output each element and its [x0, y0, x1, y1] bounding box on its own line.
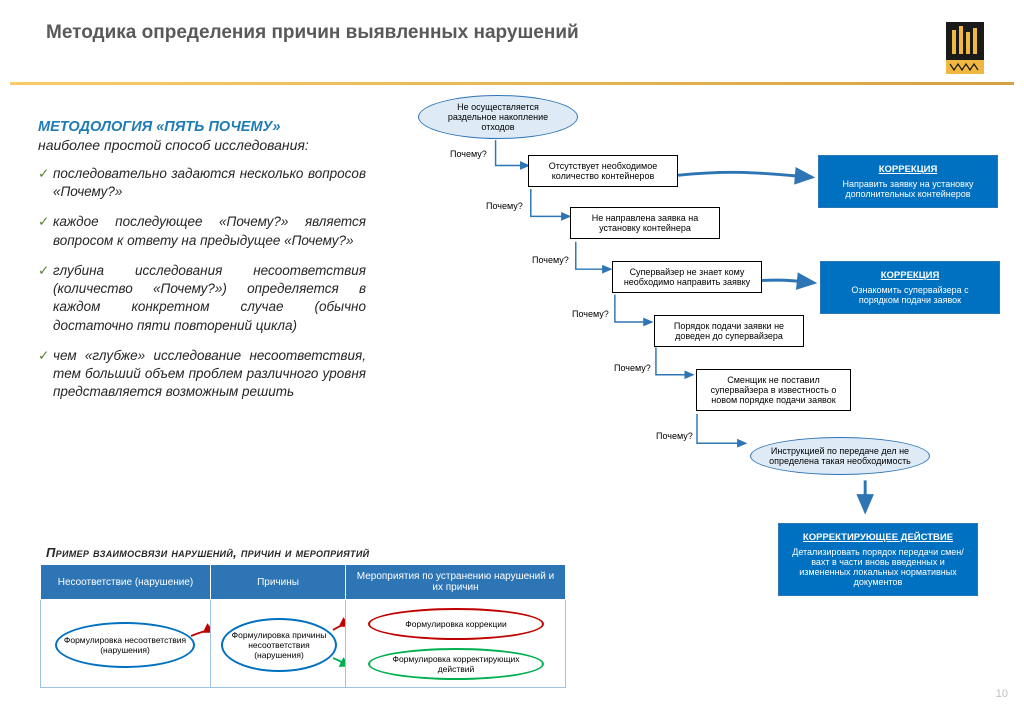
why-2: Почему?: [486, 201, 523, 211]
ellipse-4: Формулировка корректирующих действий: [368, 648, 544, 680]
step-5: Сменщик не поставил супервайзера в извес…: [696, 369, 851, 411]
method-title: МЕТОДОЛОГИЯ «ПЯТЬ ПОЧЕМУ»: [38, 119, 366, 135]
why-5: Почему?: [614, 363, 651, 373]
correction-3: КОРРЕКТИРУЮЩЕЕ ДЕЙСТВИЕ Детализировать п…: [778, 523, 978, 596]
correction-1: КОРРЕКЦИЯ Направить заявку на установку …: [818, 155, 998, 208]
step-2: Не направлена заявка на установку контей…: [570, 207, 720, 239]
bullet-4: чем «глубже» исследование несоответствия…: [38, 347, 366, 402]
why-4: Почему?: [572, 309, 609, 319]
start-node: Не осуществляется раздельное накопление …: [418, 95, 578, 139]
correction-1-title: КОРРЕКЦИЯ: [829, 164, 987, 175]
divider: [10, 82, 1014, 85]
ellipse-2: Формулировка причины несоответствия (нар…: [221, 618, 337, 672]
correction-1-text: Направить заявку на установку дополнител…: [842, 179, 973, 199]
th-3: Мероприятия по устранению нарушений и их…: [346, 565, 566, 600]
why-3: Почему?: [532, 255, 569, 265]
td-3: Формулировка коррекции Формулировка корр…: [346, 600, 566, 688]
correction-3-title: КОРРЕКТИРУЮЩЕЕ ДЕЙСТВИЕ: [789, 532, 967, 543]
step-4: Порядок подачи заявки не доведен до супе…: [654, 315, 804, 347]
td-1: Формулировка несоответствия (нарушения): [41, 600, 211, 688]
step-3: Супервайзер не знает кому необходимо нап…: [612, 261, 762, 293]
correction-2-text: Ознакомить супервайзера с порядком подач…: [851, 285, 968, 305]
intro: наиболее простой способ исследования:: [38, 137, 366, 153]
ellipse-3: Формулировка коррекции: [368, 608, 544, 640]
bullet-2: каждое последующее «Почему?» является во…: [38, 213, 366, 249]
why-1: Почему?: [450, 149, 487, 159]
correction-2: КОРРЕКЦИЯ Ознакомить супервайзера с поря…: [820, 261, 1000, 314]
page-number: 10: [996, 688, 1008, 700]
page-title: Методика определения причин выявленных н…: [46, 22, 579, 44]
methodology-text: МЕТОДОЛОГИЯ «ПЯТЬ ПОЧЕМУ» наиболее прост…: [8, 101, 378, 541]
end-node: Инструкцией по передаче дел не определен…: [750, 437, 930, 475]
correction-2-title: КОРРЕКЦИЯ: [831, 270, 989, 281]
why-6: Почему?: [656, 431, 693, 441]
bullet-3: глубина исследования несоответствия (кол…: [38, 262, 366, 335]
correction-3-text: Детализировать порядок передачи смен/вах…: [792, 547, 964, 587]
flowchart: Не осуществляется раздельное накопление …: [378, 101, 1016, 541]
step-1: Отсутствует необходимое количество конте…: [528, 155, 678, 187]
th-1: Несоответствие (нарушение): [41, 565, 211, 600]
td-2: Формулировка причины несоответствия (нар…: [211, 600, 346, 688]
logo: [946, 22, 984, 74]
th-2: Причины: [211, 565, 346, 600]
bullet-1: последовательно задаются несколько вопро…: [38, 165, 366, 201]
ellipse-1: Формулировка несоответствия (нарушения): [55, 622, 195, 668]
